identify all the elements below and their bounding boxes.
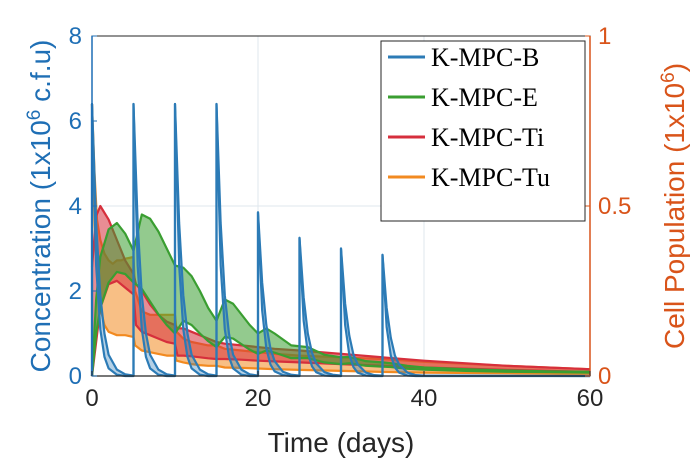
x-tick-label-0: 0 xyxy=(85,385,98,412)
y-left-tick-label-1: 2 xyxy=(69,278,82,305)
y-right-tick-label-0: 0 xyxy=(598,363,611,390)
legend-box xyxy=(380,40,586,222)
y-left-tick-label-2: 4 xyxy=(69,193,82,220)
series-layer xyxy=(90,102,591,378)
legend-label-k-mpc-b: K-MPC-B xyxy=(431,43,539,72)
legend: K-MPC-B K-MPC-E K-MPC-Ti K-MPC-Tu xyxy=(380,40,586,222)
y-left-tick-label-0: 0 xyxy=(69,363,82,390)
legend-label-k-mpc-e: K-MPC-E xyxy=(431,83,538,112)
legend-label-k-mpc-ti: K-MPC-Ti xyxy=(431,123,544,152)
legend-label-k-mpc-tu: K-MPC-Tu xyxy=(431,163,550,192)
series-band-k-mpc-tu xyxy=(92,104,590,375)
x-tick-label-1: 20 xyxy=(245,385,272,412)
y-left-tick-label-4: 8 xyxy=(69,23,82,50)
series-lower-line-k-mpc-e xyxy=(90,270,591,377)
x-tick-label-2: 40 xyxy=(411,385,438,412)
y-axis-left-title: Concentration (1x106 c.f.u) xyxy=(24,40,57,373)
y-right-tick-label-2: 1 xyxy=(598,23,611,50)
y-right-tick-label-1: 0.5 xyxy=(598,193,631,220)
series-upper-line-k-mpc-e xyxy=(90,213,591,377)
x-tick-label-3: 60 xyxy=(577,385,604,412)
series-lower-line-k-mpc-ti xyxy=(90,279,591,377)
y-left-tick-label-3: 6 xyxy=(69,108,82,135)
x-axis-title: Time (days) xyxy=(268,427,415,458)
y-axis-right-title: Cell Population (1x106) xyxy=(658,63,691,349)
